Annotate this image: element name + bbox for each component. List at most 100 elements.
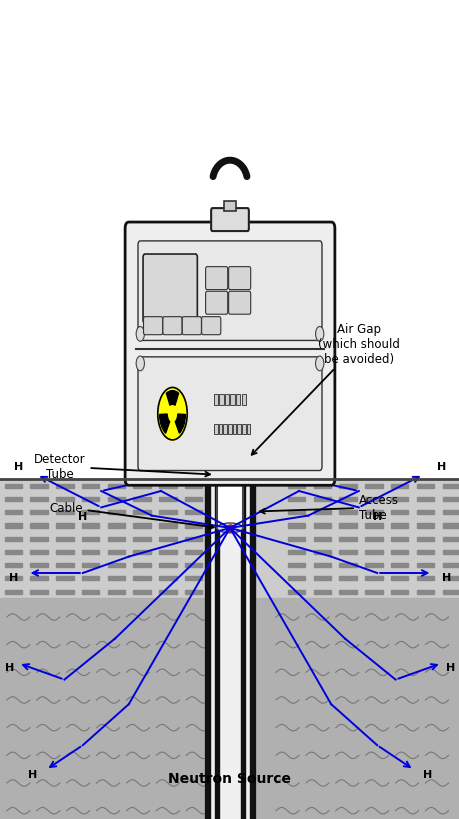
Bar xyxy=(442,577,459,581)
Bar xyxy=(416,511,433,514)
Bar xyxy=(287,563,305,568)
Bar xyxy=(107,550,125,554)
Circle shape xyxy=(136,356,144,371)
Bar xyxy=(416,497,433,501)
Bar xyxy=(159,511,176,514)
Bar xyxy=(185,524,202,528)
Bar xyxy=(313,524,330,528)
Bar xyxy=(159,484,176,488)
Bar xyxy=(133,497,151,501)
Text: H: H xyxy=(372,511,381,521)
Bar xyxy=(339,577,356,581)
Bar xyxy=(339,524,356,528)
Wedge shape xyxy=(175,414,185,434)
Bar xyxy=(442,511,459,514)
Bar xyxy=(185,497,202,501)
Bar xyxy=(82,524,99,528)
Bar xyxy=(56,550,73,554)
Bar xyxy=(364,524,382,528)
Bar xyxy=(364,563,382,568)
Bar xyxy=(133,577,151,581)
FancyBboxPatch shape xyxy=(201,317,220,335)
Bar xyxy=(159,563,176,568)
Bar xyxy=(287,577,305,581)
Bar xyxy=(364,511,382,514)
Bar xyxy=(287,497,305,501)
Bar xyxy=(287,511,305,514)
Bar xyxy=(390,484,408,488)
Bar xyxy=(224,201,235,211)
Bar xyxy=(217,422,242,528)
Bar xyxy=(313,537,330,541)
FancyBboxPatch shape xyxy=(228,267,250,290)
Text: Access
Tube: Access Tube xyxy=(259,494,398,522)
FancyBboxPatch shape xyxy=(125,223,334,486)
Text: H: H xyxy=(9,572,18,582)
Bar xyxy=(56,577,73,581)
Bar xyxy=(5,550,22,554)
Bar xyxy=(159,497,176,501)
Bar xyxy=(5,484,22,488)
FancyBboxPatch shape xyxy=(211,209,248,232)
Circle shape xyxy=(157,388,187,441)
Bar xyxy=(224,395,229,406)
Text: Neutron Source: Neutron Source xyxy=(168,771,291,785)
Bar xyxy=(235,395,240,406)
Bar xyxy=(56,590,73,594)
Bar xyxy=(339,497,356,501)
Bar xyxy=(241,395,245,406)
Bar xyxy=(82,550,99,554)
Bar xyxy=(313,484,330,488)
Bar xyxy=(442,484,459,488)
Bar xyxy=(185,511,202,514)
Bar xyxy=(159,577,176,581)
Bar xyxy=(82,537,99,541)
Circle shape xyxy=(315,356,323,371)
Bar xyxy=(313,550,330,554)
Bar xyxy=(339,511,356,514)
FancyBboxPatch shape xyxy=(205,267,227,290)
Bar xyxy=(30,563,48,568)
Bar xyxy=(56,497,73,501)
Bar xyxy=(442,524,459,528)
Bar xyxy=(416,577,433,581)
Bar xyxy=(82,590,99,594)
Bar xyxy=(442,590,459,594)
Bar xyxy=(30,577,48,581)
Bar xyxy=(339,563,356,568)
Bar xyxy=(390,590,408,594)
Bar xyxy=(442,550,459,554)
Bar xyxy=(237,425,241,435)
Bar xyxy=(107,497,125,501)
Bar xyxy=(133,537,151,541)
Wedge shape xyxy=(166,391,178,406)
Bar xyxy=(30,537,48,541)
Bar xyxy=(107,563,125,568)
Bar xyxy=(30,550,48,554)
Text: H: H xyxy=(78,511,87,521)
Circle shape xyxy=(169,409,175,420)
Bar xyxy=(107,524,125,528)
Bar xyxy=(82,484,99,488)
Bar xyxy=(133,511,151,514)
Bar xyxy=(133,563,151,568)
Text: H: H xyxy=(445,663,454,672)
Bar xyxy=(30,511,48,514)
Bar xyxy=(364,577,382,581)
Bar xyxy=(159,537,176,541)
Bar xyxy=(364,550,382,554)
Bar xyxy=(204,471,255,819)
Bar xyxy=(107,484,125,488)
Text: Air Gap
(which should
be avoided): Air Gap (which should be avoided) xyxy=(251,323,399,455)
Bar xyxy=(204,471,210,819)
Bar xyxy=(82,497,99,501)
Bar xyxy=(390,511,408,514)
Bar xyxy=(287,590,305,594)
Bar xyxy=(313,577,330,581)
FancyBboxPatch shape xyxy=(162,317,182,335)
Bar xyxy=(5,577,22,581)
Bar xyxy=(416,524,433,528)
Bar xyxy=(416,484,433,488)
Bar xyxy=(364,537,382,541)
Bar xyxy=(82,577,99,581)
